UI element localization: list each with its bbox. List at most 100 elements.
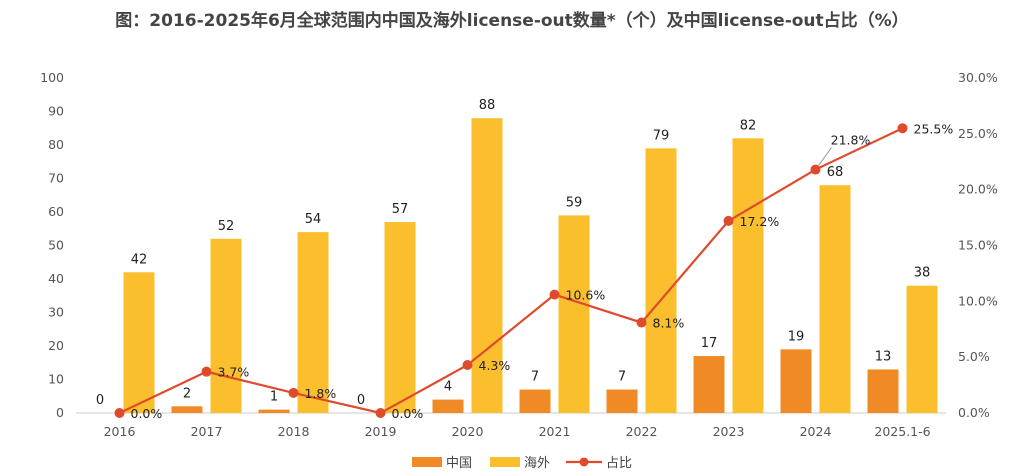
overseas-bar (471, 118, 503, 413)
left-axis-tick: 90 (48, 104, 64, 119)
china-bar-label: 4 (444, 380, 452, 395)
share-point-label: 3.7% (218, 365, 250, 380)
overseas-bar-label: 42 (131, 252, 148, 267)
share-point (462, 359, 473, 370)
x-axis-tick: 2017 (191, 424, 223, 439)
left-axis-tick: 20 (48, 338, 64, 353)
x-axis-tick: 2021 (539, 424, 571, 439)
left-axis-tick: 60 (48, 204, 64, 219)
china-bar-label: 1 (270, 390, 278, 405)
left-axis-tick: 70 (48, 171, 64, 186)
share-point (636, 317, 647, 328)
china-bar (693, 356, 725, 413)
left-axis-tick: 30 (48, 305, 64, 320)
overseas-bar (384, 222, 416, 413)
right-axis-tick: 25.0% (958, 126, 998, 141)
x-axis: 2016 2017 2018 2019 2020 2021 2022 2023 2024 2025… (104, 424, 931, 439)
share-point-label: 0.0% (131, 406, 163, 421)
left-axis-tick: 80 (48, 137, 64, 152)
overseas-bar-label: 54 (305, 212, 322, 227)
china-bar-label: 17 (701, 336, 718, 351)
overseas-bar-label: 79 (653, 128, 670, 143)
share-point-label: 17.2% (740, 214, 780, 229)
overseas-bar-label: 38 (914, 266, 931, 281)
share-point (114, 408, 125, 418)
right-y-axis: 0.0% 5.0% 10.0% 15.0% 20.0% 25.0% 30.0% (958, 70, 998, 420)
left-axis-tick: 10 (48, 372, 64, 387)
china-bar (780, 349, 812, 413)
china-bar-label: 7 (531, 370, 539, 385)
share-point (549, 289, 560, 300)
overseas-bar-label: 59 (566, 195, 583, 210)
share-point (288, 387, 299, 398)
left-y-axis: 0 10 20 30 40 50 60 70 80 90 100 (40, 70, 64, 420)
china-bar-label: 2 (183, 386, 191, 401)
china-bar (867, 369, 899, 413)
right-axis-tick: 20.0% (958, 182, 998, 197)
overseas-bar-label: 88 (479, 98, 496, 113)
overseas-bar-label: 57 (392, 202, 409, 217)
x-axis-tick: 2022 (626, 424, 658, 439)
overseas-bar (210, 238, 242, 413)
x-axis-tick: 2024 (800, 424, 832, 439)
overseas-bar-label: 82 (740, 118, 757, 133)
china-bar (519, 389, 551, 413)
china-bar-label: 13 (875, 349, 892, 364)
share-point-label: 25.5% (914, 121, 954, 136)
share-point (375, 408, 386, 418)
share-point-label: 4.3% (479, 358, 511, 373)
legend-china-swatch (412, 457, 442, 467)
x-axis-tick: 2025.1-6 (874, 424, 930, 439)
legend-overseas-label: 海外 (524, 456, 550, 471)
overseas-bar (906, 285, 938, 413)
share-point-label: 1.8% (305, 386, 337, 401)
legend-share-label: 占比 (606, 456, 632, 471)
china-bar (171, 406, 203, 413)
x-axis-tick: 2019 (365, 424, 397, 439)
china-bar-label: 19 (788, 329, 805, 344)
bar-series (123, 118, 938, 414)
share-point-label: 10.6% (566, 288, 606, 303)
share-line (119, 127, 903, 415)
x-axis-tick: 2023 (713, 424, 745, 439)
share-label-leader (818, 147, 832, 166)
right-axis-tick: 30.0% (958, 70, 998, 85)
china-bar-label: 0 (357, 393, 365, 408)
overseas-bar (297, 232, 329, 413)
legend-china-label: 中国 (446, 456, 472, 471)
overseas-bar-label: 52 (218, 219, 235, 234)
china-bar-label: 7 (618, 370, 626, 385)
legend-overseas-swatch (490, 457, 520, 467)
share-point (810, 164, 821, 175)
overseas-bar (732, 138, 764, 414)
x-axis-tick: 2016 (104, 424, 136, 439)
overseas-bar (123, 272, 155, 413)
right-axis-tick: 15.0% (958, 238, 998, 253)
right-axis-tick: 5.0% (958, 349, 990, 364)
china-bar-label: 0 (96, 393, 104, 408)
china-bar (258, 409, 290, 413)
share-point (897, 123, 908, 134)
share-point-label: 0.0% (392, 406, 424, 421)
left-axis-tick: 40 (48, 271, 64, 286)
legend: 中国 海外 占比 (412, 456, 632, 471)
overseas-bar (819, 185, 851, 413)
share-point (201, 366, 212, 377)
share-point (723, 215, 734, 226)
left-axis-tick: 0 (56, 405, 64, 420)
right-axis-tick: 10.0% (958, 293, 998, 308)
x-axis-tick: 2020 (452, 424, 484, 439)
left-axis-tick: 100 (40, 70, 64, 85)
legend-share-swatch-marker (579, 457, 589, 467)
line-series: 0.0% 3.7% 1.8% 0.0% 4.3% 10.6% 8.1% 17.2% 21.8% 2… (114, 121, 954, 421)
china-bar (432, 399, 464, 413)
share-point-label: 8.1% (653, 316, 685, 331)
share-point-label: 21.8% (831, 133, 871, 148)
china-bar (606, 389, 638, 413)
bar-data-labels: 0 42 2 52 1 54 0 57 4 88 7 59 7 79 17 82 19 68 13 38 (96, 98, 930, 408)
right-axis-tick: 0.0% (958, 405, 990, 420)
x-axis-tick: 2018 (278, 424, 310, 439)
overseas-bar (645, 148, 677, 413)
left-axis-tick: 50 (48, 238, 64, 253)
